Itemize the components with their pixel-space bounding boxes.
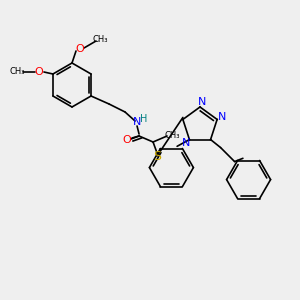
Text: S: S xyxy=(153,149,161,163)
Text: CH₃: CH₃ xyxy=(9,68,25,76)
Text: N: N xyxy=(218,112,226,122)
Text: N: N xyxy=(182,138,190,148)
Text: CH₃: CH₃ xyxy=(164,130,180,140)
Text: N: N xyxy=(133,117,141,127)
Text: O: O xyxy=(76,44,84,54)
Text: N: N xyxy=(198,97,206,107)
Text: CH₃: CH₃ xyxy=(92,35,108,44)
Text: H: H xyxy=(140,114,148,124)
Text: O: O xyxy=(34,67,43,77)
Text: O: O xyxy=(123,135,131,145)
